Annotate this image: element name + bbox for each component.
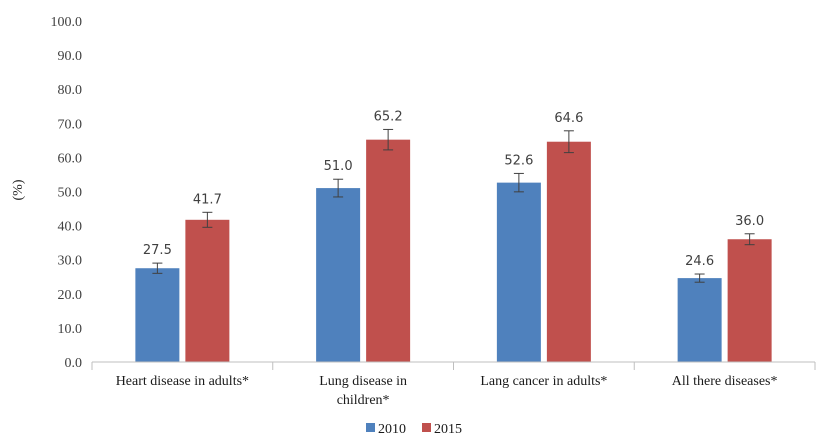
error-bar: [694, 273, 705, 283]
bar-2015: [366, 139, 411, 362]
error-bar: [333, 178, 344, 198]
y-tick-label: 60.0: [58, 151, 83, 166]
x-tick-label: Heart disease in adults*: [116, 374, 249, 389]
data-label: 65.2: [374, 109, 403, 124]
y-tick-label: 20.0: [58, 288, 83, 303]
y-tick-label: 0.0: [65, 356, 83, 371]
data-label: 36.0: [735, 214, 764, 229]
data-label: 52.6: [504, 153, 533, 168]
y-tick-label: 80.0: [58, 83, 83, 98]
data-label: 24.6: [685, 254, 714, 269]
legend: 2010 2015: [366, 422, 462, 437]
error-bar: [563, 130, 574, 154]
x-tick-label: Lung disease in: [319, 374, 407, 389]
y-axis: 0.0 10.0 20.0 30.0 40.0 50.0 60.0 70.0 80.0 90.0 1…: [51, 15, 83, 371]
y-tick-label: 70.0: [58, 117, 83, 132]
x-tick-label: All there diseases*: [672, 374, 778, 389]
x-axis: Heart disease in adults* Lung disease in c…: [91, 361, 816, 408]
y-tick-label: 10.0: [58, 322, 83, 337]
error-bar: [383, 128, 394, 151]
legend-swatch: [366, 423, 375, 432]
bar-2015: [185, 219, 230, 362]
error-bar: [152, 262, 163, 274]
bar-2010: [135, 268, 180, 362]
error-bar: [744, 233, 755, 246]
data-label: 51.0: [324, 159, 353, 174]
y-tick-label: 40.0: [58, 220, 83, 235]
error-bar: [202, 211, 213, 228]
y-tick-label: 90.0: [58, 49, 83, 64]
bar-2015: [546, 141, 591, 362]
legend-label: 2010: [378, 422, 406, 437]
x-tick-label: children*: [337, 393, 390, 408]
y-axis-title: (%): [11, 179, 26, 200]
x-tick-label: Lang cancer in adults*: [480, 374, 607, 389]
error-bar: [513, 172, 524, 193]
data-label: 41.7: [193, 192, 222, 207]
bar-2010: [316, 188, 361, 362]
plot-area: 27.5 51.0 52.6 24.6 41.7 65.2 64.6 36.0: [135, 109, 772, 362]
legend-label: 2015: [434, 422, 462, 437]
y-tick-label: 50.0: [58, 186, 83, 201]
bar-2015: [727, 239, 772, 362]
data-label: 64.6: [554, 111, 583, 126]
data-label: 27.5: [143, 243, 172, 258]
bar-2010: [496, 182, 541, 362]
y-tick-label: 30.0: [58, 254, 83, 269]
y-tick-label: 100.0: [51, 15, 83, 30]
bar-2010: [677, 278, 722, 362]
legend-swatch: [422, 423, 431, 432]
